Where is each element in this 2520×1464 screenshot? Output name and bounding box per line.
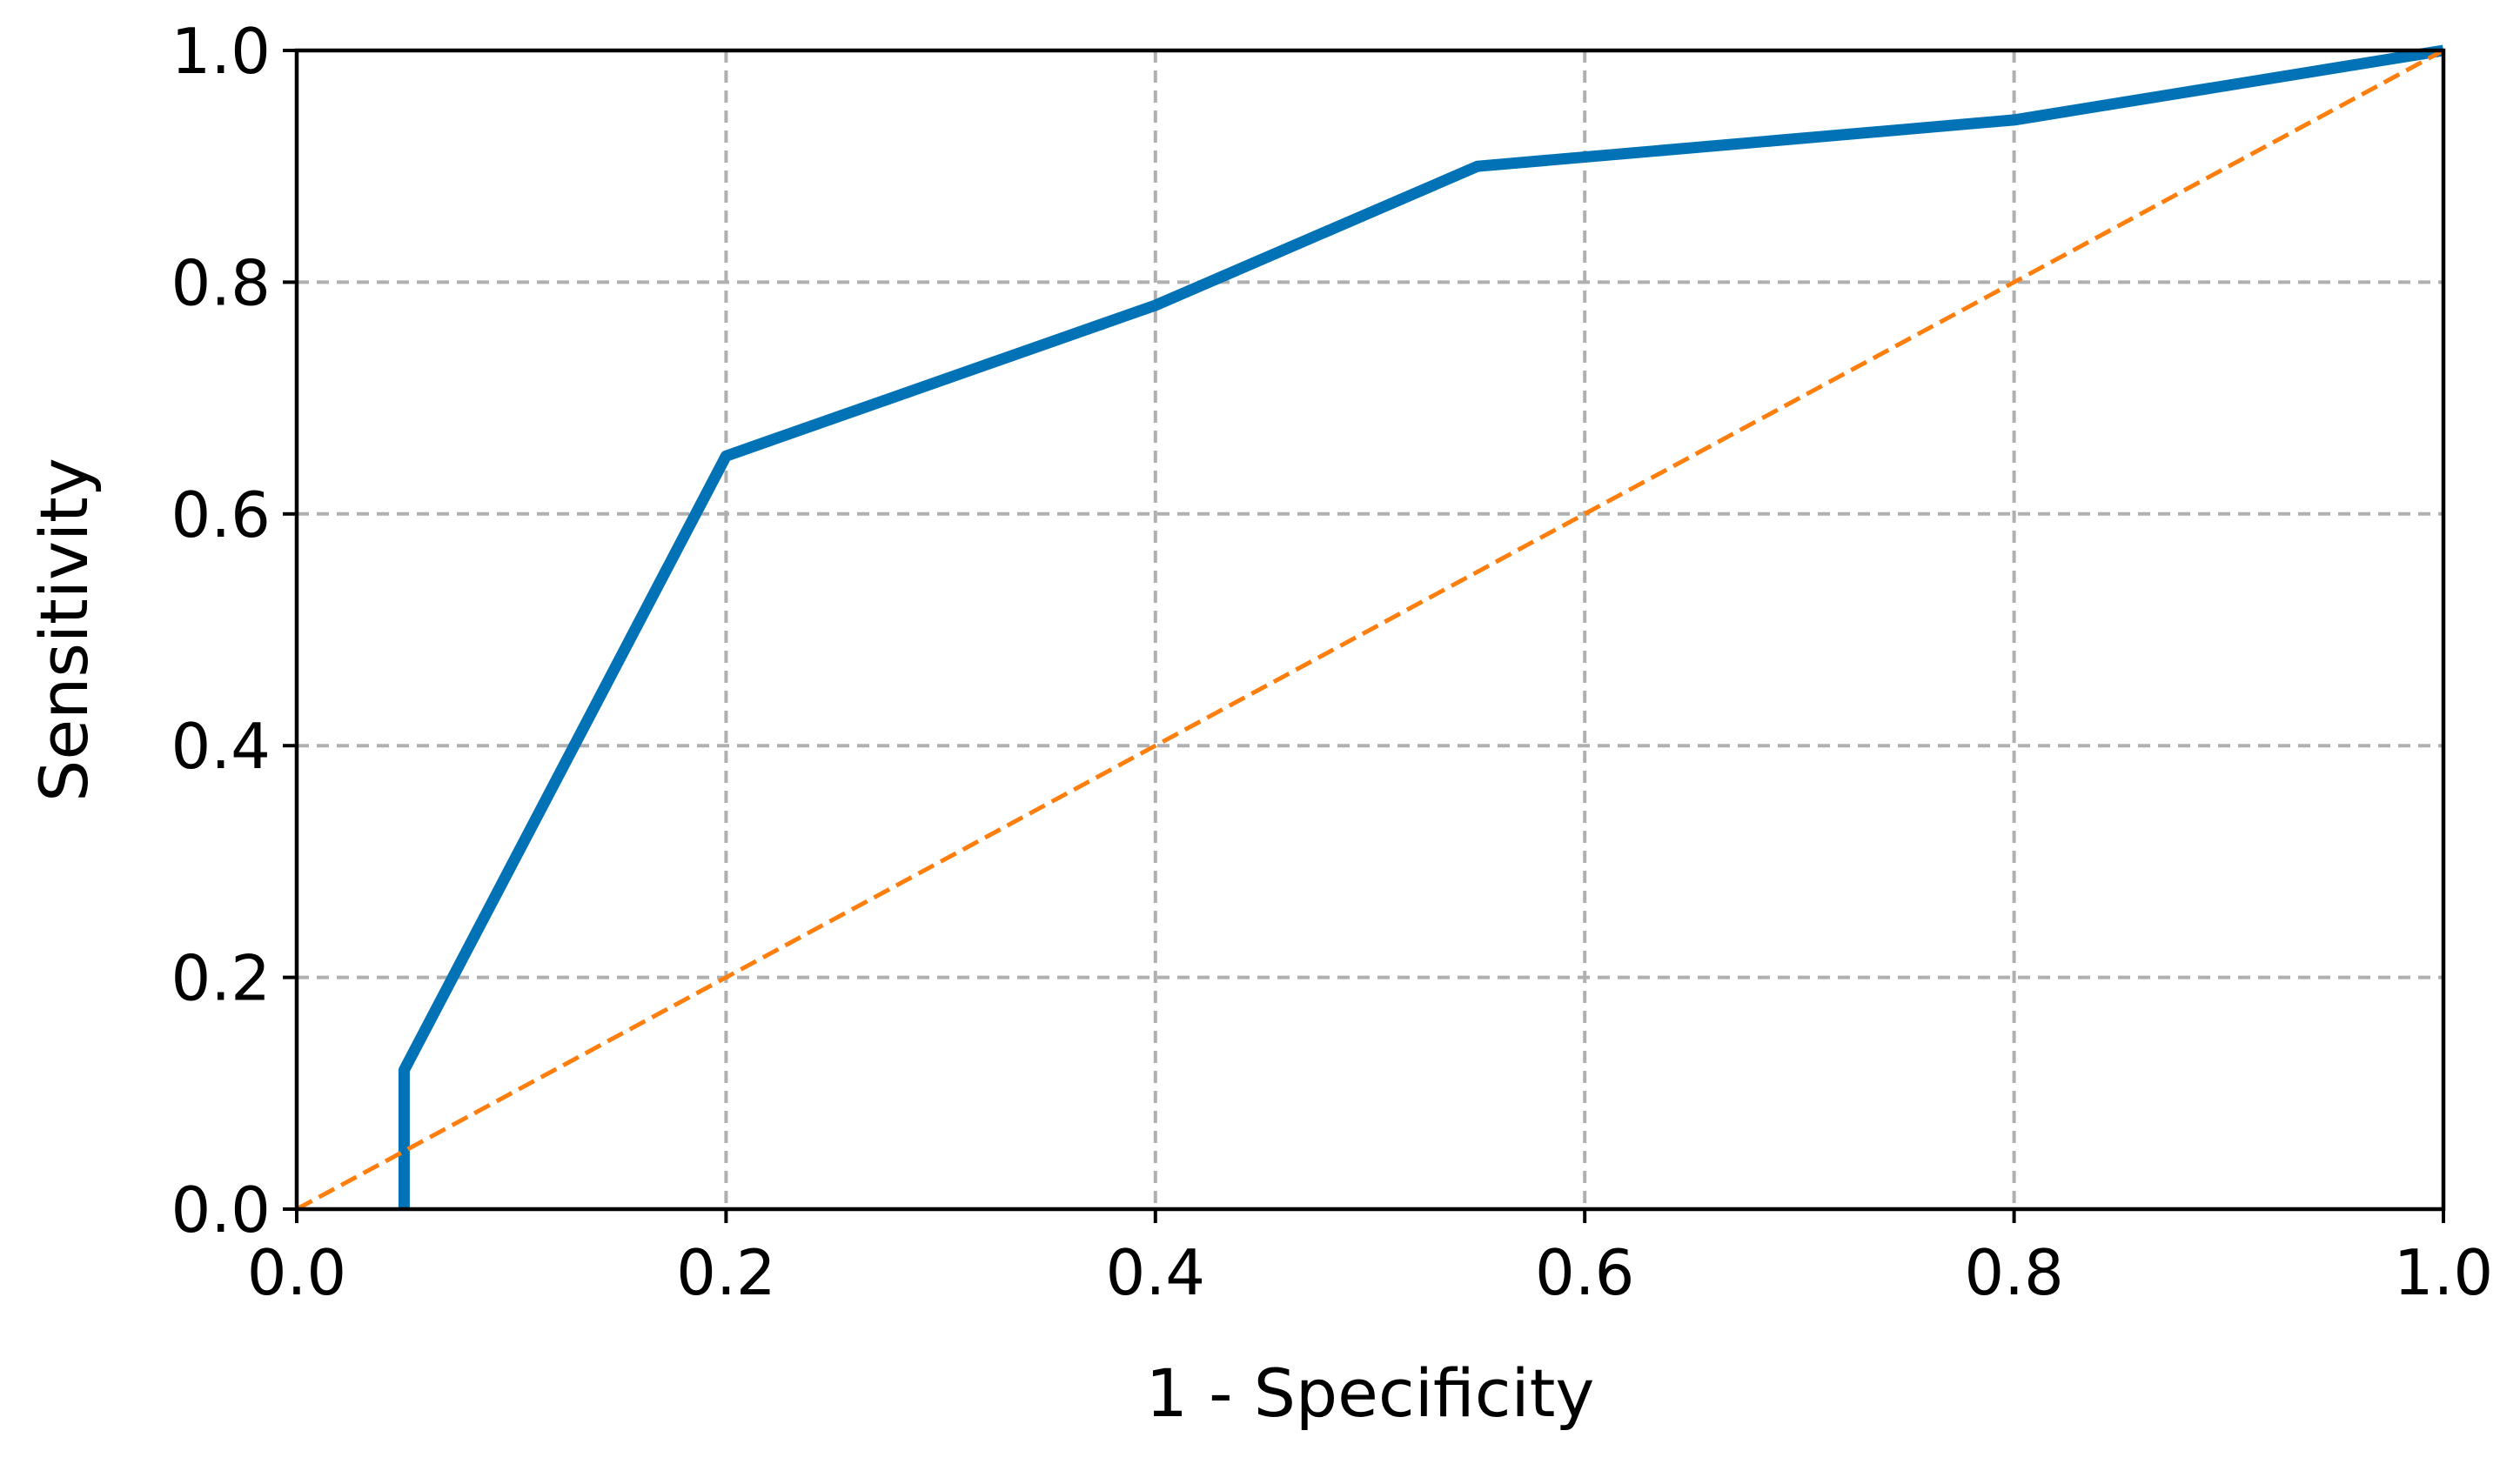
- roc-curve-line: [398, 44, 2445, 1209]
- x-tick-label: 0.8: [1964, 1236, 2064, 1309]
- x-tick-label: 0.6: [1535, 1236, 1635, 1309]
- y-tick-label: 0.6: [171, 478, 271, 552]
- x-tick-label: 0.4: [1106, 1236, 1206, 1309]
- y-tick-label: 0.2: [171, 942, 271, 1015]
- plot-frame: [294, 48, 2446, 1212]
- y-axis-title: Sensitivity: [25, 458, 103, 802]
- x-tick-label: 0.0: [247, 1236, 347, 1309]
- axis-ticks: 0.0 0.2 0.4 0.6 0.8 1.0 0.0 0.2 0.4 0.6 0.8 1.0: [171, 15, 2493, 1309]
- x-tick-label: 1.0: [2394, 1236, 2494, 1309]
- x-axis-title: 1 - Specificity: [1146, 1354, 1595, 1432]
- y-tick-label: 0.0: [171, 1173, 271, 1247]
- y-tick-label: 0.4: [171, 710, 271, 783]
- plot-series: [295, 44, 2445, 1212]
- y-tick-label: 0.8: [171, 246, 271, 319]
- y-tick-label: 1.0: [171, 15, 271, 88]
- x-tick-label: 0.2: [676, 1236, 776, 1309]
- reference-diagonal-line: [295, 48, 2445, 1212]
